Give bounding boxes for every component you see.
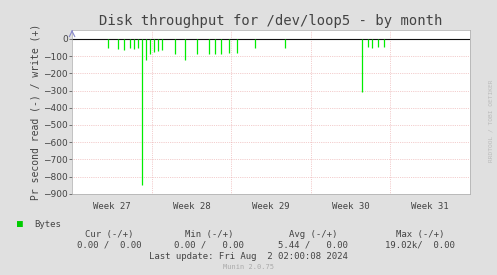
Text: Bytes: Bytes [34,220,61,229]
Text: Last update: Fri Aug  2 02:00:08 2024: Last update: Fri Aug 2 02:00:08 2024 [149,252,348,261]
Text: ■: ■ [17,219,23,229]
Text: Min (-/+): Min (-/+) [184,230,233,239]
Text: 5.44 /   0.00: 5.44 / 0.00 [278,241,348,250]
Text: 0.00 /   0.00: 0.00 / 0.00 [174,241,244,250]
Title: Disk throughput for /dev/loop5 - by month: Disk throughput for /dev/loop5 - by mont… [99,14,442,28]
Text: 0.00 /  0.00: 0.00 / 0.00 [77,241,142,250]
Text: Week 29: Week 29 [252,202,290,211]
Text: Week 27: Week 27 [93,202,131,211]
Text: Cur (-/+): Cur (-/+) [85,230,134,239]
Text: 19.02k/  0.00: 19.02k/ 0.00 [385,241,455,250]
Text: Avg (-/+): Avg (-/+) [289,230,337,239]
Text: Munin 2.0.75: Munin 2.0.75 [223,264,274,270]
Text: Week 31: Week 31 [411,202,449,211]
Text: RRDTOOL / TOBI OETIKER: RRDTOOL / TOBI OETIKER [489,80,494,162]
Y-axis label: Pr second read (-) / write (+): Pr second read (-) / write (+) [30,24,40,200]
Text: Week 30: Week 30 [331,202,369,211]
Text: Week 28: Week 28 [172,202,210,211]
Text: Max (-/+): Max (-/+) [396,230,444,239]
